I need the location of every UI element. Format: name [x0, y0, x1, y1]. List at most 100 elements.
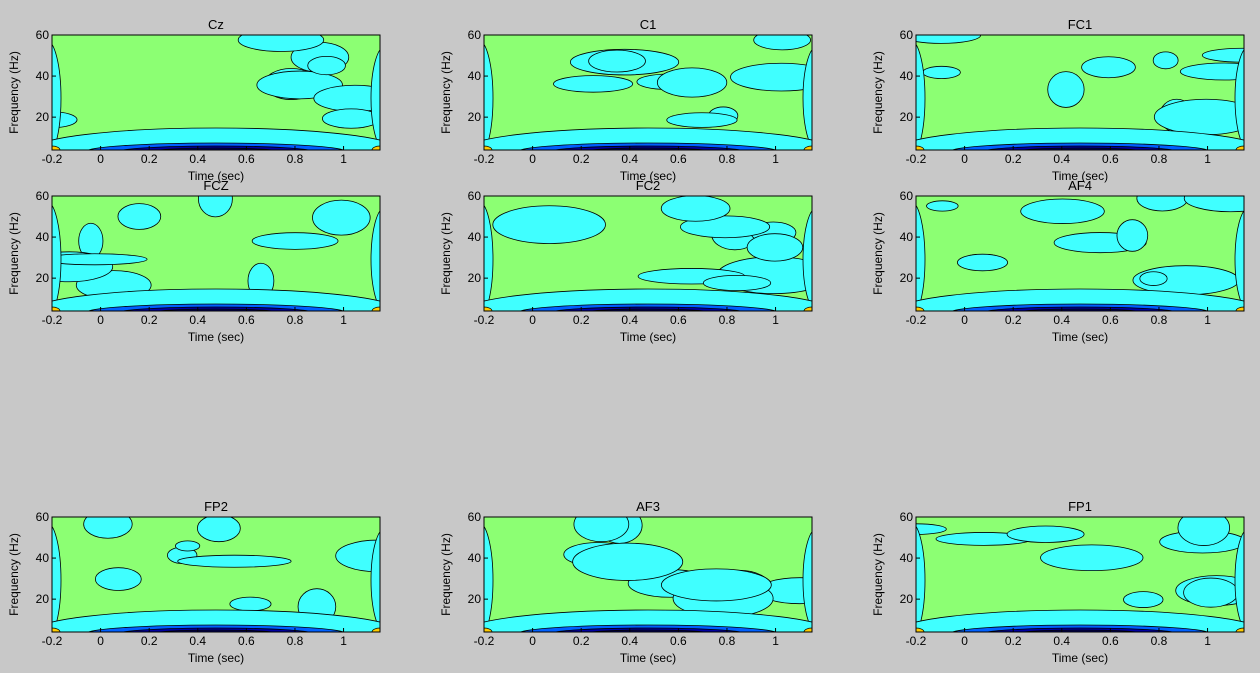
axes-frame	[483, 195, 813, 312]
x-tick-label: 1	[772, 313, 779, 327]
y-tick-label: 20	[900, 110, 914, 124]
x-tick-label: 1	[340, 313, 347, 327]
x-tick-label: 0.4	[1053, 313, 1070, 327]
contour-region	[484, 627, 493, 632]
x-tick-label: -0.2	[474, 152, 495, 166]
chart-title: Cz	[208, 17, 224, 32]
x-tick-label: 0	[97, 634, 104, 648]
axes-frame	[51, 516, 381, 633]
contour-region	[916, 306, 925, 311]
contour-region	[1183, 196, 1244, 213]
y-tick-label: 20	[468, 110, 482, 124]
chart-title: FCZ	[203, 178, 228, 193]
x-tick-label: 0.2	[1005, 152, 1022, 166]
x-axis-label: Time (sec)	[1052, 169, 1108, 183]
plot-area	[52, 517, 380, 632]
y-axis-label: Frequency (Hz)	[7, 533, 21, 616]
contour-region	[1234, 49, 1244, 148]
contour-region	[587, 147, 709, 150]
x-tick-label: -0.2	[42, 152, 63, 166]
contour-region	[572, 542, 684, 581]
contour-region	[52, 127, 380, 150]
contour-region	[52, 253, 148, 266]
axes-frame	[51, 34, 381, 151]
y-tick-label: 60	[36, 189, 50, 203]
contour-region	[916, 627, 925, 632]
x-tick-label: 0.8	[287, 152, 304, 166]
contour-region	[1020, 198, 1105, 224]
x-tick-label: -0.2	[906, 152, 927, 166]
contour-region	[484, 127, 812, 150]
contour-region	[177, 554, 292, 568]
chart-title: FC2	[636, 178, 661, 193]
x-axis-label: Time (sec)	[1052, 651, 1108, 665]
contour-region	[922, 65, 961, 79]
axes-frame	[51, 195, 381, 312]
x-tick-label: 0.6	[238, 313, 255, 327]
x-tick-label: 0	[961, 634, 968, 648]
contour-region	[1183, 577, 1239, 608]
y-tick-label: 60	[900, 510, 914, 524]
x-tick-label: 0.8	[719, 152, 736, 166]
y-tick-label: 40	[36, 69, 50, 83]
y-axis-label: Frequency (Hz)	[7, 212, 21, 295]
chart-title: AF4	[1068, 178, 1092, 193]
x-tick-label: -0.2	[474, 634, 495, 648]
y-tick-label: 60	[900, 28, 914, 42]
x-axis-label: Time (sec)	[188, 169, 244, 183]
y-tick-label: 40	[468, 551, 482, 565]
contour-region	[52, 145, 61, 150]
x-tick-label: 0	[97, 152, 104, 166]
chart-title: FP2	[204, 499, 228, 514]
x-tick-label: 0.4	[621, 313, 638, 327]
contour-region	[916, 127, 1244, 150]
x-tick-label: 0.6	[670, 152, 687, 166]
contour-region	[916, 525, 926, 632]
contour-region	[1235, 145, 1244, 150]
x-tick-label: 1	[1204, 313, 1211, 327]
contour-region	[553, 75, 634, 93]
contour-region	[83, 517, 133, 539]
chart-title: FC1	[1068, 17, 1093, 32]
x-tick-label: 0.4	[621, 634, 638, 648]
x-axis-label: Time (sec)	[620, 169, 676, 183]
y-tick-label: 60	[468, 510, 482, 524]
y-tick-label: 20	[36, 592, 50, 606]
contour-region	[746, 233, 804, 262]
x-tick-label: 0	[97, 313, 104, 327]
contour-region	[312, 199, 371, 236]
contour-region	[660, 568, 772, 602]
chart-title: AF3	[636, 499, 660, 514]
contour-region	[52, 204, 62, 311]
contour-region	[1179, 62, 1244, 81]
x-tick-label: 1	[772, 152, 779, 166]
x-tick-label: 0	[961, 313, 968, 327]
x-tick-label: 1	[1204, 634, 1211, 648]
x-tick-label: 0.2	[1005, 313, 1022, 327]
plot-area	[484, 517, 812, 632]
x-tick-label: 0.2	[141, 634, 158, 648]
y-tick-label: 60	[900, 189, 914, 203]
contour-region	[484, 306, 493, 311]
y-axis-label: Frequency (Hz)	[871, 533, 885, 616]
x-tick-label: 0.8	[1151, 152, 1168, 166]
contour-region	[1019, 147, 1141, 150]
contour-region	[52, 525, 62, 632]
x-tick-label: 0.6	[238, 634, 255, 648]
contour-region	[155, 629, 277, 632]
contour-region	[730, 62, 812, 92]
contour-region	[702, 274, 772, 292]
plot-area	[916, 35, 1244, 150]
y-tick-label: 20	[900, 592, 914, 606]
axes-frame	[915, 516, 1245, 633]
y-tick-label: 60	[36, 28, 50, 42]
x-axis-label: Time (sec)	[620, 330, 676, 344]
x-tick-label: 0.2	[141, 152, 158, 166]
contour-region	[52, 43, 62, 150]
contour-region	[957, 253, 1008, 272]
x-tick-label: 0.4	[1053, 634, 1070, 648]
x-tick-label: 0	[529, 152, 536, 166]
contour-region	[175, 540, 201, 552]
y-tick-label: 20	[36, 110, 50, 124]
contour-region	[753, 35, 811, 51]
